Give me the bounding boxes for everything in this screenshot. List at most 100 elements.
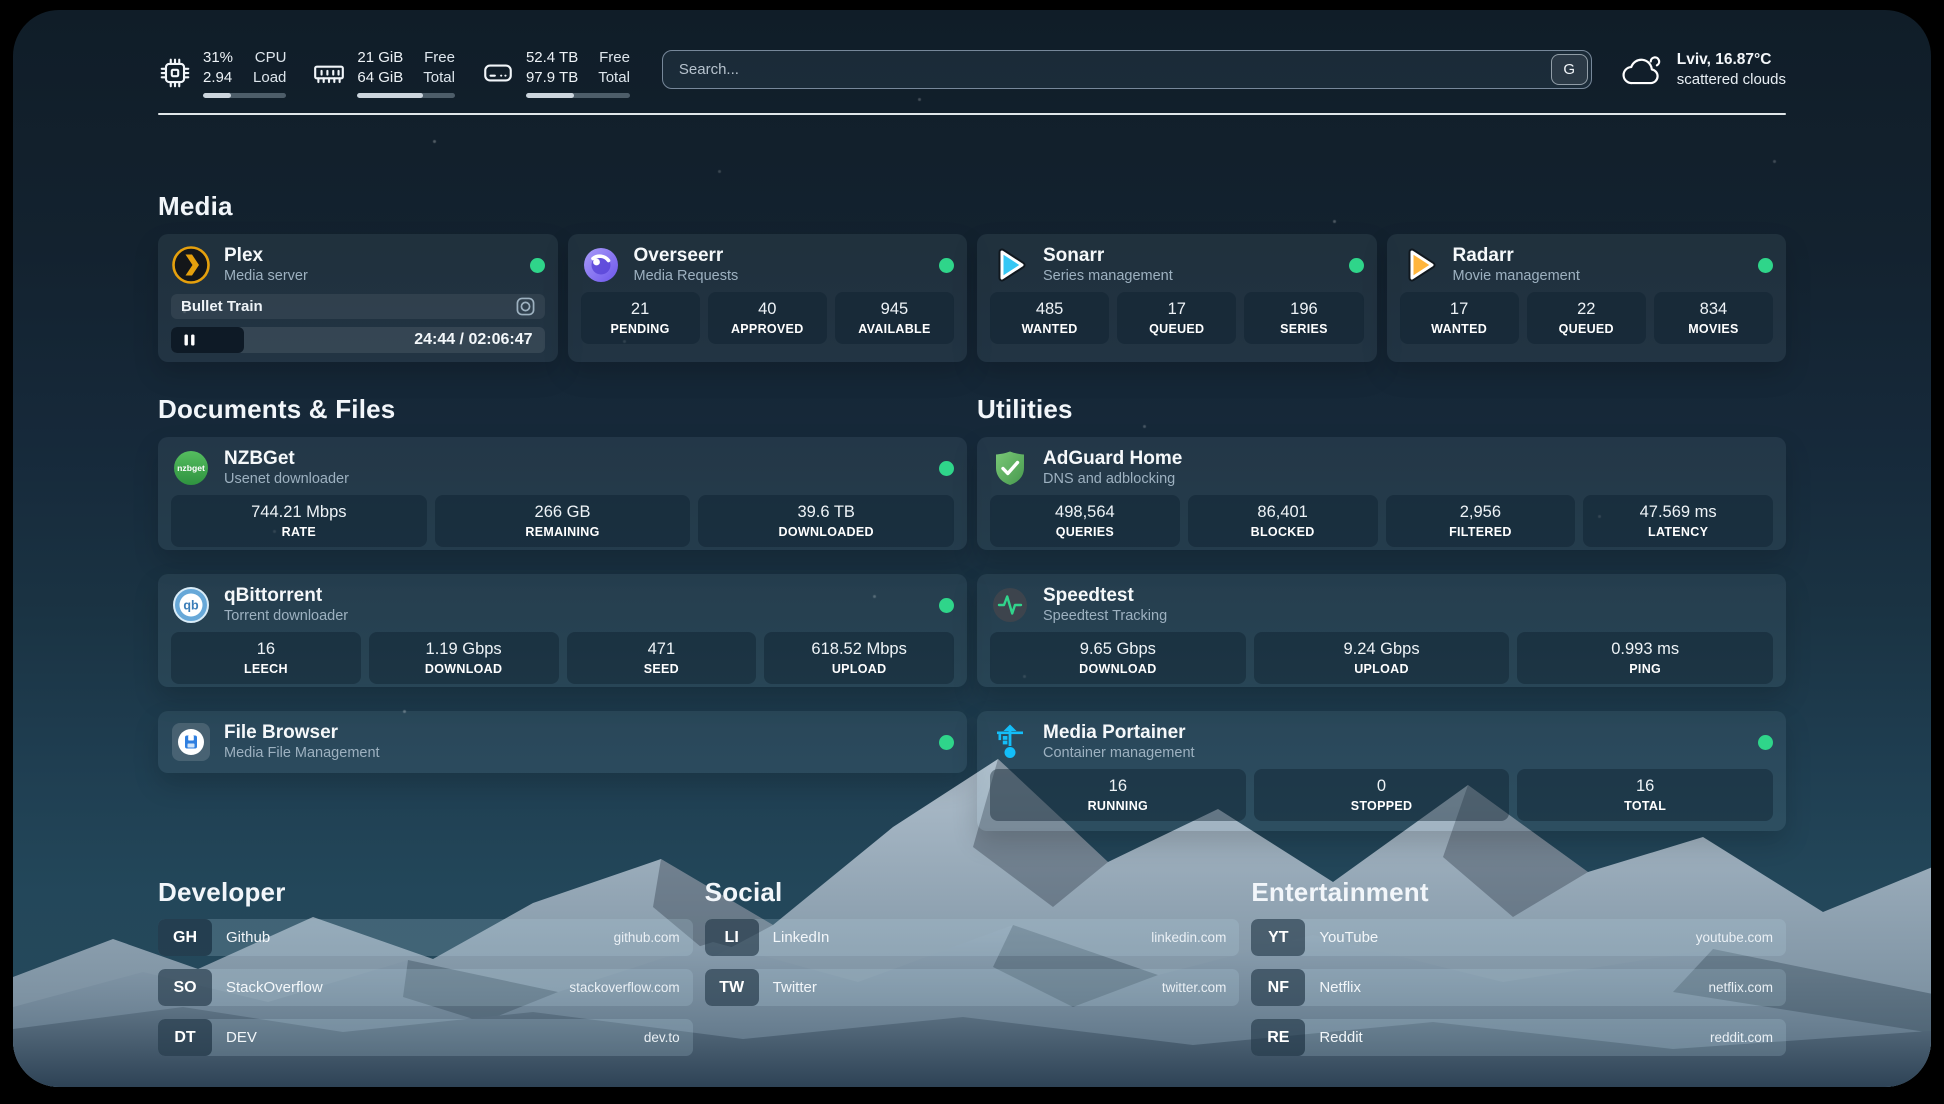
service-name: Sonarr: [1043, 245, 1105, 266]
stat-block: 39.6 TB DOWNLOADED: [698, 495, 955, 547]
status-dot: [939, 597, 954, 613]
stat-block: 744.21 Mbps RATE: [171, 495, 427, 547]
status-dot: [529, 257, 545, 273]
service-card-adguard[interactable]: AdGuard Home DNS and adblocking 498,564 Q…: [977, 437, 1786, 550]
bookmark-linkedin[interactable]: LI LinkedIn linkedin.com: [704, 919, 1240, 956]
cpu-values: 31% 2.94: [203, 49, 234, 86]
service-card-sonarr[interactable]: Sonarr Series management 485 WANTED 17 QUE…: [977, 234, 1377, 362]
bookmark-abbr: RE: [1251, 1019, 1306, 1056]
status-dot: [939, 257, 954, 273]
stat-block: 0.993 ms PING: [1517, 632, 1774, 684]
bookmark-url: reddit.com: [1709, 1030, 1773, 1045]
section-title-entertainment: Entertainment: [1251, 877, 1429, 907]
bookmark-abbr: SO: [158, 969, 212, 1006]
bookmark-url: twitter.com: [1161, 980, 1227, 995]
section-title-developer: Developer: [158, 877, 286, 907]
service-name: NZBGet: [224, 448, 295, 469]
memory-icon: [312, 56, 346, 90]
expand-view-icon[interactable]: [516, 297, 535, 316]
bookmark-dev[interactable]: DT DEV dev.to: [158, 1019, 693, 1056]
service-card-portainer[interactable]: Media Portainer Container management 16 R…: [977, 711, 1786, 831]
bookmark-reddit[interactable]: RE Reddit reddit.com: [1251, 1019, 1786, 1056]
bookmark-github[interactable]: GH Github github.com: [158, 919, 693, 956]
service-desc: Media Requests: [633, 268, 739, 284]
dashboard-page: 31% 2.94 CPU Load: [13, 10, 1931, 1087]
bookmark-abbr: LI: [704, 919, 759, 956]
status-dot: [939, 734, 954, 750]
stat-block: 40 APPROVED: [707, 292, 827, 344]
bookmark-name: Twitter: [772, 979, 817, 996]
search-provider-button[interactable]: G: [1550, 54, 1588, 85]
section-title-media: Media: [158, 191, 233, 221]
bookmark-youtube[interactable]: YT YouTube youtube.com: [1251, 919, 1786, 956]
stat-block: 22 QUEUED: [1526, 292, 1646, 344]
stat-block: 47.569 ms LATENCY: [1583, 495, 1773, 547]
bookmark-group-developer: Developer GH Github github.com SO StackO…: [158, 877, 693, 1069]
service-card-radarr[interactable]: Radarr Movie management 17 WANTED 22 QUEUE…: [1386, 234, 1786, 362]
plex-playback-time: 24:44 / 02:06:47: [414, 331, 533, 348]
bookmark-name: Github: [226, 929, 271, 946]
status-dot: [1758, 257, 1773, 273]
cpu-widget: 31% 2.94 CPU Load: [158, 48, 287, 98]
memory-progress-bar: [357, 93, 455, 98]
bookmark-stackoverflow[interactable]: SO StackOverflow stackoverflow.com: [158, 969, 693, 1006]
status-dot: [1758, 734, 1773, 750]
stat-block: 9.24 Gbps UPLOAD: [1253, 632, 1510, 684]
sonarr-icon: [990, 245, 1030, 285]
service-card-filebrowser[interactable]: File Browser Media File Management: [158, 711, 967, 773]
svg-text:qb: qb: [183, 599, 199, 613]
bookmark-twitter[interactable]: TW Twitter twitter.com: [704, 969, 1240, 1006]
svg-text:nzbget: nzbget: [177, 463, 205, 473]
speedtest-icon: [990, 585, 1030, 625]
service-name: Radarr: [1452, 245, 1514, 266]
pause-icon: [184, 334, 195, 346]
disk-labels: Free Total: [598, 49, 630, 86]
bookmark-abbr: GH: [158, 919, 212, 956]
bookmark-url: stackoverflow.com: [569, 980, 680, 995]
plex-now-playing: Bullet Train: [171, 294, 545, 319]
memory-labels: Free Total: [423, 49, 455, 86]
service-desc: Movie management: [1452, 268, 1580, 284]
bookmark-name: StackOverflow: [226, 979, 323, 996]
service-name: AdGuard Home: [1043, 448, 1183, 469]
bookmark-url: dev.to: [643, 1030, 680, 1045]
stat-block: 485 WANTED: [990, 292, 1110, 344]
service-card-speedtest[interactable]: Speedtest Speedtest Tracking 9.65 Gbps DO…: [977, 574, 1786, 687]
service-card-qbittorrent[interactable]: qb qBittorrent Torrent downloader 16 LEEC…: [158, 574, 967, 687]
adguard-icon: [990, 448, 1030, 488]
overseerr-icon: [581, 245, 621, 285]
bookmark-name: YouTube: [1319, 929, 1379, 946]
documents-column: Documents & Files nzbget: [158, 394, 967, 831]
status-dot: [939, 460, 954, 476]
service-name: Speedtest: [1043, 585, 1134, 606]
bookmark-name: Reddit: [1319, 1029, 1363, 1046]
service-name: Media Portainer: [1043, 722, 1186, 743]
stat-block: 1.19 Gbps DOWNLOAD: [368, 632, 559, 684]
service-card-plex[interactable]: Plex Media server Bullet Train: [158, 234, 558, 362]
bookmark-url: youtube.com: [1695, 930, 1773, 945]
stat-block: 618.52 Mbps UPLOAD: [764, 632, 954, 684]
weather-widget[interactable]: Lviv, 16.87°C scattered clouds: [1620, 50, 1786, 89]
service-name: Overseerr: [633, 245, 724, 266]
bookmark-group-entertainment: Entertainment YT YouTube youtube.com NF …: [1251, 877, 1786, 1069]
weather-location-temp: Lviv, 16.87°C: [1676, 51, 1772, 68]
media-card-grid: Plex Media server Bullet Train: [158, 234, 1786, 362]
bookmark-group-social: Social LI LinkedIn linkedin.com TW Twitt…: [704, 877, 1240, 1069]
bookmark-netflix[interactable]: NF Netflix netflix.com: [1251, 969, 1786, 1006]
bookmark-url: linkedin.com: [1151, 930, 1227, 945]
service-desc: Container management: [1043, 745, 1195, 761]
radarr-icon: [1400, 245, 1440, 285]
stat-block: 945 AVAILABLE: [834, 292, 955, 344]
weather-condition: scattered clouds: [1676, 71, 1786, 88]
service-card-overseerr[interactable]: Overseerr Media Requests 21 PENDING 40 APP…: [567, 234, 967, 362]
search-input[interactable]: [661, 50, 1592, 89]
cpu-progress-bar: [203, 93, 287, 98]
utilities-column: Utilities: [977, 394, 1786, 831]
top-bar: 31% 2.94 CPU Load: [158, 48, 1786, 98]
service-name: qBittorrent: [224, 585, 323, 606]
disk-progress-bar: [525, 93, 630, 98]
service-desc: Speedtest Tracking: [1043, 608, 1168, 624]
service-card-nzbget[interactable]: nzbget NZBGet Usenet downloader 744.21 M…: [158, 437, 967, 550]
service-name: Plex: [224, 245, 264, 266]
disk-icon: [481, 56, 515, 90]
